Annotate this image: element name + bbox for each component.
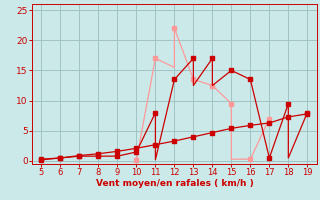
X-axis label: Vent moyen/en rafales ( km/h ): Vent moyen/en rafales ( km/h ) — [96, 179, 253, 188]
